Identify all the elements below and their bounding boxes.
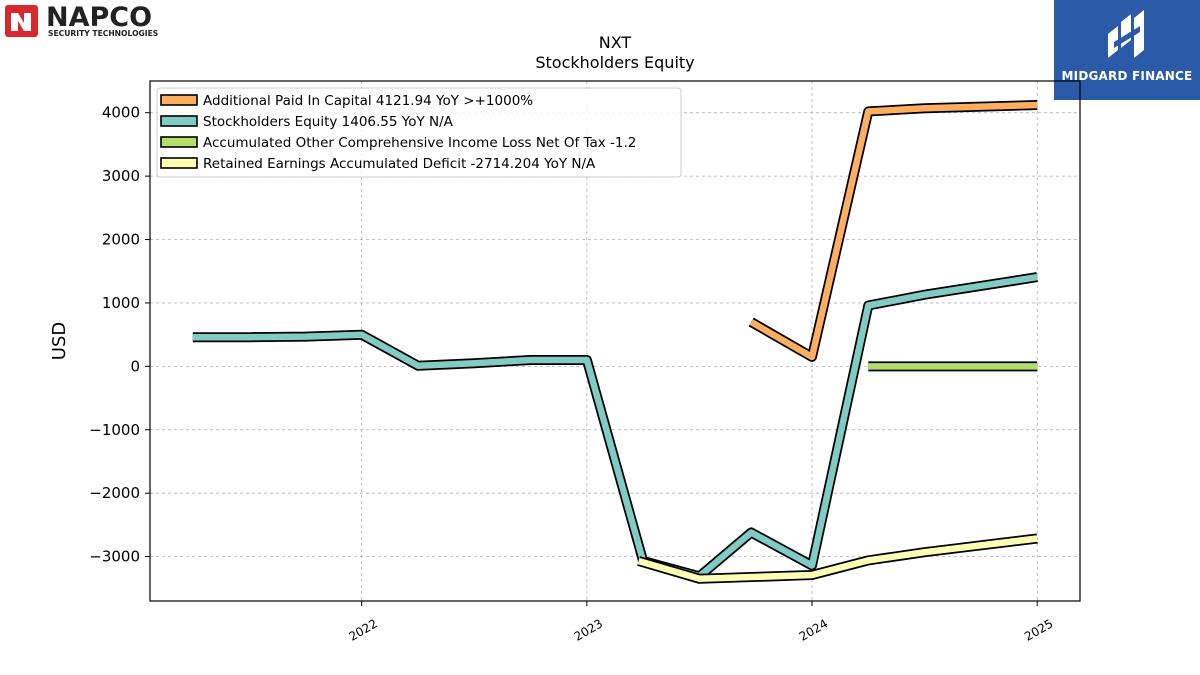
series-line-outline [192,272,1038,582]
chart-title: NXT [599,33,632,52]
midgard-logo-name: MIDGARD FINANCE [1061,69,1193,83]
legend-swatch [160,157,198,169]
y-tick-label: −1000 [89,421,140,439]
x-tick-label: 2025 [1022,616,1055,643]
y-tick-label: −3000 [89,548,140,566]
legend-box [156,87,682,178]
legend-swatch [160,94,198,106]
axes: −3000 −2000 −1000 0 1000 2000 3000 4000 2022 2023… [89,104,1055,644]
legend: Additional Paid In Capital 4121.94 YoY >… [156,87,682,178]
napco-logo-tagline: SECURITY TECHNOLOGIES [48,29,158,38]
y-tick-label: 2000 [102,231,140,249]
y-tick-label: −2000 [89,484,140,502]
series-1 [192,272,1038,582]
midgard-finance-logo: MIDGARD FINANCE [1054,0,1200,100]
y-tick-label: 0 [130,357,140,375]
midgard-logo-mark [1108,10,1144,58]
chart-subtitle: Stockholders Equity [535,53,694,72]
napco-logo-glyph [11,13,31,31]
y-tick-label: 4000 [102,104,140,122]
napco-logo-name: NAPCO [46,4,152,33]
legend-entry: Stockholders Equity 1406.55 YoY N/A [203,114,454,130]
legend-entry: Additional Paid In Capital 4121.94 YoY >… [203,93,533,109]
napco-logo: NAPCO SECURITY TECHNOLOGIES [5,4,158,38]
series-3 [637,533,1038,584]
plot-frame [149,80,1081,602]
series-line [637,535,1038,583]
x-tick-label: 2024 [797,616,830,643]
legend-entry: Accumulated Other Comprehensive Income L… [203,135,636,151]
y-axis-label: USD [49,322,70,360]
series-line-outline [748,100,1038,362]
x-tick-label: 2022 [346,616,379,643]
series-layer [192,100,1038,584]
x-tick-label: 2023 [572,616,605,643]
series-0 [748,100,1038,362]
legend-swatch [160,136,198,148]
legend-swatch [160,115,198,127]
y-tick-label: 1000 [102,294,140,312]
series-line [192,273,1038,580]
legend-entry: Retained Earnings Accumulated Deficit -2… [203,156,596,172]
series-line [749,101,1038,361]
y-tick-label: 3000 [102,167,140,185]
